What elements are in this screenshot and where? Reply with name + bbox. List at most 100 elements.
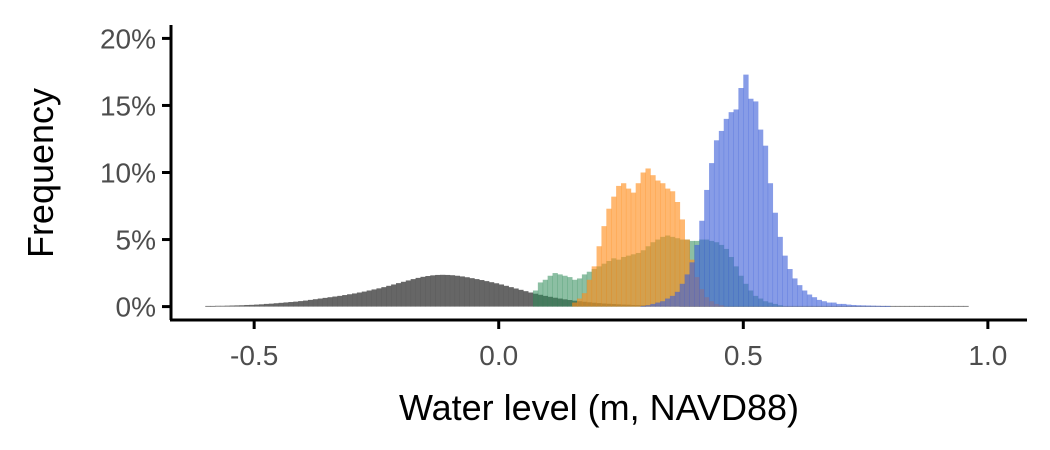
histogram-bar bbox=[650, 175, 656, 307]
histogram-bar bbox=[381, 287, 387, 307]
histogram-bar bbox=[655, 180, 661, 307]
y-tick-label: 15% bbox=[100, 90, 156, 121]
histogram-bar bbox=[229, 305, 235, 307]
histogram-bar bbox=[826, 302, 832, 307]
histogram-bar bbox=[694, 244, 700, 307]
histogram-bar bbox=[293, 301, 299, 307]
histogram-bar bbox=[508, 287, 514, 307]
x-tick-label: 1.0 bbox=[968, 340, 1007, 371]
histogram-bar bbox=[743, 74, 749, 307]
histogram-bar bbox=[870, 305, 876, 307]
histogram-bar bbox=[503, 285, 509, 307]
histogram-bars bbox=[205, 74, 969, 307]
histogram-bar bbox=[337, 295, 343, 307]
histogram-bar bbox=[630, 192, 637, 307]
histogram-bar bbox=[865, 305, 871, 307]
histogram-bar bbox=[963, 305, 969, 307]
histogram-bar bbox=[312, 299, 319, 307]
histogram-bar bbox=[689, 262, 695, 307]
histogram-bar bbox=[958, 305, 964, 307]
histogram-bar bbox=[855, 305, 862, 307]
histogram-bar bbox=[753, 101, 759, 307]
histogram-bar bbox=[420, 276, 426, 307]
histogram-bar bbox=[532, 290, 539, 307]
histogram-bar bbox=[562, 275, 568, 307]
y-tick-label: 20% bbox=[100, 23, 156, 54]
histogram-bar bbox=[640, 172, 646, 307]
histogram-bar bbox=[650, 303, 656, 307]
histogram-bar bbox=[875, 305, 881, 307]
histogram-bar bbox=[709, 163, 715, 307]
histogram-bar bbox=[376, 288, 382, 307]
x-axis-ticks: -0.5 0.0 0.5 1.0 bbox=[230, 320, 1007, 371]
histogram-bar bbox=[792, 278, 798, 307]
histogram-bar bbox=[625, 188, 632, 307]
histogram-bar bbox=[410, 279, 416, 307]
histogram-bar bbox=[665, 298, 671, 307]
histogram-bar bbox=[449, 275, 456, 307]
histogram-bar bbox=[219, 305, 226, 307]
histogram-bar bbox=[435, 274, 441, 307]
histogram-bar bbox=[841, 303, 847, 307]
histogram-bar bbox=[581, 293, 588, 307]
histogram-bar bbox=[351, 293, 358, 307]
histogram-bar bbox=[567, 277, 573, 307]
histogram-bar bbox=[899, 305, 906, 307]
histogram-bar bbox=[366, 290, 372, 307]
histogram-bar bbox=[528, 292, 534, 307]
histogram-bar bbox=[484, 281, 490, 307]
histogram-bar bbox=[713, 140, 720, 307]
histogram-bar bbox=[914, 305, 920, 307]
histogram-bar bbox=[919, 305, 925, 307]
histogram-bar bbox=[572, 302, 578, 307]
histogram-bar bbox=[576, 298, 583, 307]
x-tick-label: -0.5 bbox=[230, 340, 278, 371]
histogram-bar bbox=[513, 288, 519, 307]
histogram-bar bbox=[601, 226, 607, 307]
histogram-bar bbox=[811, 297, 818, 307]
histogram-bar bbox=[518, 289, 524, 307]
histogram-bar bbox=[669, 191, 676, 307]
histogram-bar bbox=[762, 145, 769, 307]
histogram-bar bbox=[669, 295, 676, 307]
histogram-bar bbox=[787, 269, 793, 307]
histogram-bar bbox=[479, 280, 485, 307]
histogram-bar bbox=[430, 275, 436, 307]
histogram-bar bbox=[488, 282, 495, 307]
histogram-bar bbox=[655, 302, 661, 307]
histogram-bar bbox=[704, 189, 710, 307]
histogram-bar bbox=[850, 304, 857, 307]
histogram-bar bbox=[327, 297, 333, 307]
histogram-bar bbox=[224, 305, 231, 307]
histogram-bar bbox=[317, 298, 324, 307]
histogram-bar bbox=[332, 296, 338, 307]
histogram-bar bbox=[576, 278, 583, 307]
histogram-bar bbox=[943, 305, 950, 307]
histogram-bar bbox=[767, 183, 774, 307]
histogram-bar bbox=[581, 274, 588, 307]
histogram-bar bbox=[890, 305, 896, 307]
histogram-bar bbox=[263, 303, 270, 307]
histogram-bar bbox=[361, 291, 368, 307]
histogram-bar bbox=[757, 129, 764, 307]
histogram-bar bbox=[425, 276, 431, 307]
histogram-bar bbox=[386, 285, 392, 307]
histogram-bar bbox=[929, 305, 935, 307]
histogram-bar bbox=[249, 304, 255, 307]
histogram-bar bbox=[860, 305, 866, 307]
histogram-bar bbox=[934, 305, 940, 307]
histogram-bar bbox=[288, 302, 294, 307]
histogram-bar bbox=[254, 304, 260, 307]
histogram-bar bbox=[464, 277, 470, 307]
histogram-bar bbox=[797, 285, 803, 307]
histogram-bar bbox=[347, 294, 353, 307]
histogram-bar bbox=[684, 239, 690, 307]
histogram-bar bbox=[645, 305, 651, 307]
histogram-bar bbox=[660, 301, 666, 307]
histogram-bar bbox=[846, 304, 852, 307]
histogram-bar bbox=[547, 275, 553, 307]
histogram-bar bbox=[498, 284, 505, 307]
x-tick-label: 0.5 bbox=[724, 340, 763, 371]
y-tick-label: 5% bbox=[116, 225, 156, 256]
histogram-bar bbox=[493, 283, 500, 307]
